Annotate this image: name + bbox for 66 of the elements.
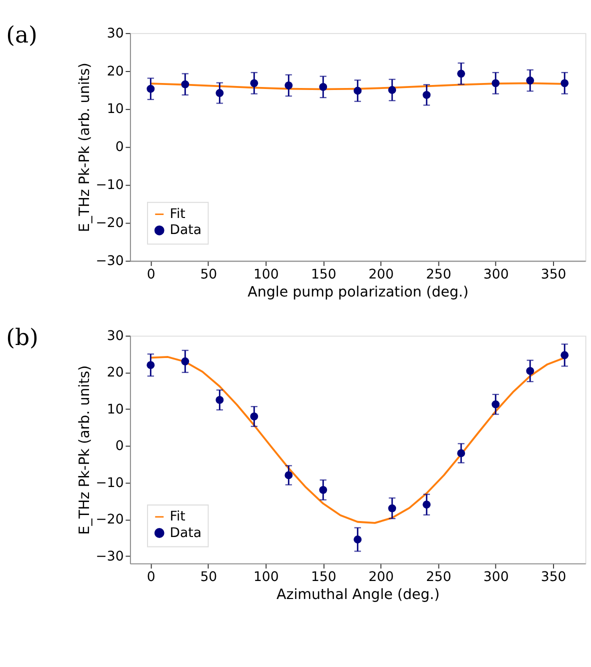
point <box>319 486 328 494</box>
x-tick-label: 100 <box>253 570 279 585</box>
point <box>319 83 328 91</box>
x-tick-label: 100 <box>253 267 279 282</box>
legend-label: Fit <box>170 207 186 222</box>
point <box>250 412 258 420</box>
point <box>354 536 362 544</box>
point <box>492 400 500 408</box>
x-tick-label: 50 <box>200 267 218 282</box>
y-tick-label: 20 <box>106 366 124 381</box>
point <box>216 89 224 97</box>
y-tick-label: 0 <box>115 439 124 454</box>
y-axis-title: E_THz Pk-Pk (arb. units) <box>77 62 94 232</box>
x-tick-label: 250 <box>426 267 452 282</box>
point <box>250 79 258 88</box>
y-tick-label: −10 <box>96 178 124 194</box>
y-tick-label: 20 <box>106 64 124 80</box>
legend-label: Data <box>170 223 202 238</box>
x-tick-label: 200 <box>368 267 394 282</box>
point <box>560 351 569 360</box>
point <box>146 361 155 370</box>
x-tick-label: 0 <box>146 267 156 282</box>
x-tick-label: 200 <box>368 570 394 585</box>
point <box>181 357 190 366</box>
point <box>216 396 224 404</box>
x-tick-label: 300 <box>483 570 509 585</box>
x-tick-label: 0 <box>146 570 156 585</box>
point <box>422 90 431 99</box>
y-tick-label: −10 <box>96 476 124 491</box>
y-axis-title: E_THz Pk-Pk (arb. units) <box>77 365 94 535</box>
y-tick-label: −30 <box>96 254 124 270</box>
point <box>526 366 534 375</box>
point <box>422 500 431 509</box>
y-tick-label: 30 <box>106 328 124 344</box>
x-tick-label: 150 <box>310 267 336 282</box>
y-tick-label: −20 <box>96 216 124 232</box>
point <box>492 79 500 88</box>
y-tick-label: 0 <box>115 140 124 156</box>
legend-label: Fit <box>170 510 186 525</box>
y-tick-label: 30 <box>106 26 124 42</box>
point <box>284 471 293 480</box>
y-tick-label: 10 <box>106 102 124 118</box>
chart-title: (a) <box>6 22 38 49</box>
point <box>388 504 396 512</box>
x-tick-label: 300 <box>483 267 509 282</box>
y-tick-label: 10 <box>106 402 124 418</box>
point <box>526 76 534 84</box>
x-tick-label: 350 <box>540 570 566 585</box>
x-tick-label: 150 <box>310 570 336 585</box>
point <box>457 449 466 458</box>
x-tick-label: 350 <box>540 267 566 282</box>
point <box>146 84 155 93</box>
chart-title: (b) <box>6 325 38 352</box>
point <box>457 70 466 78</box>
y-tick-label: −20 <box>96 512 124 528</box>
x-tick-label: 250 <box>426 570 452 585</box>
point <box>354 86 362 95</box>
point <box>181 80 190 88</box>
y-tick-label: −30 <box>96 549 124 564</box>
point <box>284 81 293 90</box>
x-tick-label: 50 <box>200 570 218 585</box>
legend-label: Data <box>170 526 202 541</box>
point <box>388 86 396 94</box>
point <box>560 79 569 88</box>
x-axis-title: Angle pump polarization (deg.) <box>248 284 469 300</box>
x-axis-title: Azimuthal Angle (deg.) <box>276 586 440 603</box>
